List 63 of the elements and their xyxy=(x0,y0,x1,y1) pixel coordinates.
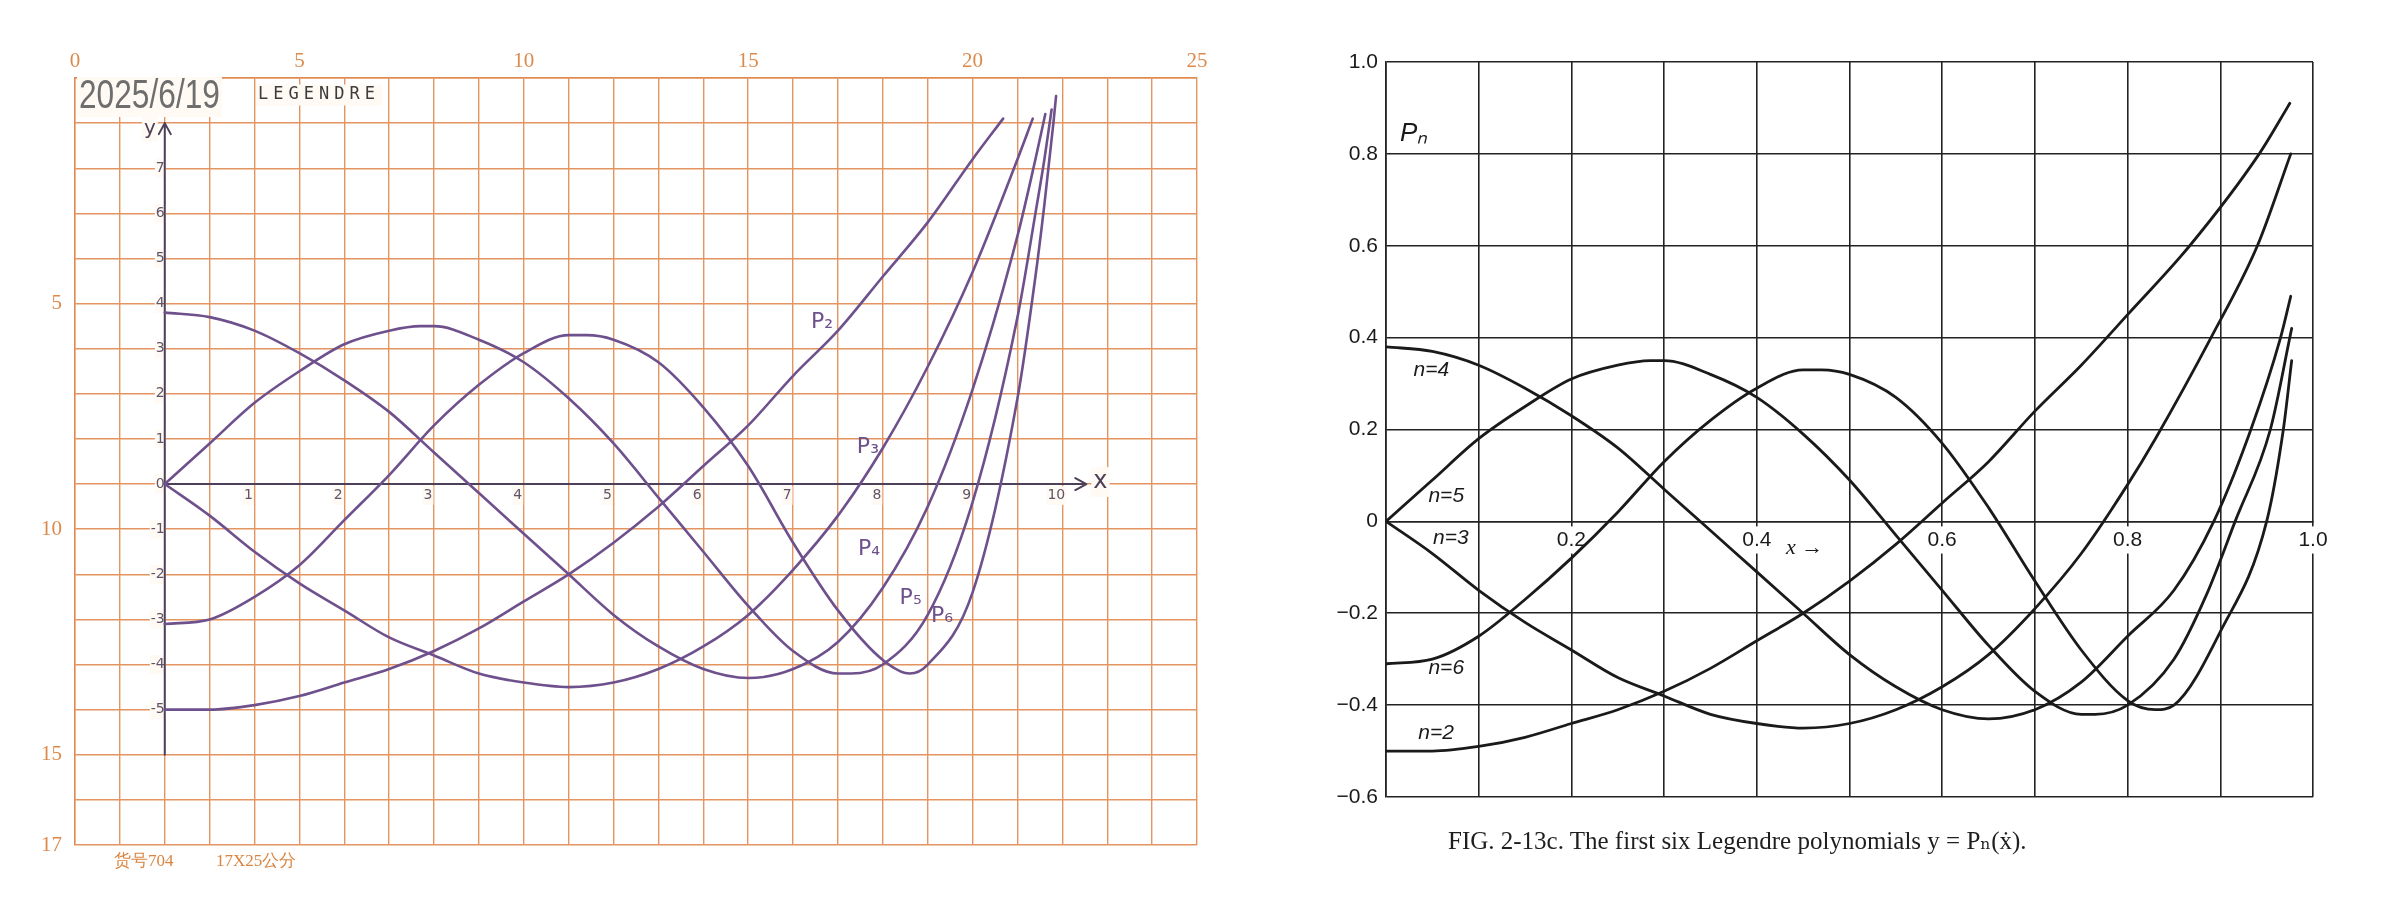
y-tick-label: 0.2 xyxy=(1348,416,1378,440)
y-axis-title: y xyxy=(143,115,156,140)
x2-tick-label: 10 xyxy=(513,47,535,72)
y-tick-label: −0.4 xyxy=(1336,691,1379,715)
x-tick-label: 7 xyxy=(782,486,792,503)
y-tick-label: 0.8 xyxy=(1348,140,1378,164)
y-tick-label: -2 xyxy=(150,564,165,581)
x2-tick-label: 0 xyxy=(69,47,81,72)
caption: FIG. 2-13c. The first six Legendre polynomials y = Pₙ(ẋ). xyxy=(1448,826,2027,855)
y-tick-label: -4 xyxy=(150,655,165,672)
y-tick-label: -3 xyxy=(150,610,165,627)
series-label: P₄ xyxy=(857,535,881,561)
x-axis-title: x → xyxy=(1785,533,1824,559)
x-tick-label: 1.0 xyxy=(2298,526,2328,550)
y-tick-label: 0.6 xyxy=(1348,232,1378,256)
x2-tick-label: 15 xyxy=(737,47,759,72)
y-tick-label: 5 xyxy=(155,249,165,266)
y-tick-label: 3 xyxy=(155,339,165,356)
chart-title: LEGENDRE xyxy=(258,83,380,104)
series-label: n=3 xyxy=(1433,525,1470,549)
y-axis-title: Pₙ xyxy=(1399,116,1429,147)
x2-tick-label: 25 xyxy=(1186,47,1208,72)
y2-tick-label: 17 xyxy=(41,831,62,856)
y-tick-label: 4 xyxy=(155,294,165,311)
x-tick-label: 0.6 xyxy=(1927,526,1957,550)
annotation: 2025/6/19 xyxy=(79,71,220,117)
x-axis-title: x xyxy=(1093,466,1108,495)
series-label: P₃ xyxy=(856,433,879,459)
x-tick-label: 5 xyxy=(603,486,613,503)
y-tick-label: 2 xyxy=(155,384,165,401)
x-tick-label: 0.8 xyxy=(2113,526,2143,550)
y2-tick-label: 5 xyxy=(51,290,62,315)
x-tick-label: 8 xyxy=(872,486,882,503)
x-tick-label: 6 xyxy=(692,486,702,503)
series-label: P₅ xyxy=(899,584,922,610)
y-tick-label: 7 xyxy=(155,158,165,175)
y-tick-label: 1 xyxy=(155,429,165,446)
x-tick-label: 4 xyxy=(513,486,523,503)
x-tick-label: 2 xyxy=(333,486,343,503)
series-label: P₂ xyxy=(810,308,834,334)
y-tick-label: −0.6 xyxy=(1336,783,1378,807)
x-tick-label: 0.2 xyxy=(1556,526,1586,550)
x-tick-label: 9 xyxy=(962,486,972,503)
x-tick-label: 3 xyxy=(423,486,433,503)
y-tick-label: 1.0 xyxy=(1348,48,1378,72)
text: 货号704 xyxy=(114,851,174,871)
series-label: n=2 xyxy=(1418,719,1455,743)
y-tick-label: −0.2 xyxy=(1336,600,1378,624)
y-tick-label: 0.4 xyxy=(1348,324,1379,348)
x2-tick-label: 5 xyxy=(294,47,305,72)
y-tick-label: -1 xyxy=(150,519,165,536)
series-label: n=5 xyxy=(1428,483,1465,507)
series-label: n=4 xyxy=(1413,357,1450,381)
x2-tick-label: 20 xyxy=(962,47,984,72)
series-label: n=6 xyxy=(1428,655,1465,679)
y-tick-label: 6 xyxy=(155,203,165,220)
x-tick-label: 0.4 xyxy=(1742,526,1772,550)
x-tick-label: 10 xyxy=(1047,486,1066,503)
y-tick-label: -5 xyxy=(150,700,165,717)
x-tick-label: 1 xyxy=(244,486,253,503)
text: 17X25公分 xyxy=(216,851,297,871)
y2-tick-label: 15 xyxy=(41,741,62,766)
y-tick-label: 0 xyxy=(1366,508,1378,532)
